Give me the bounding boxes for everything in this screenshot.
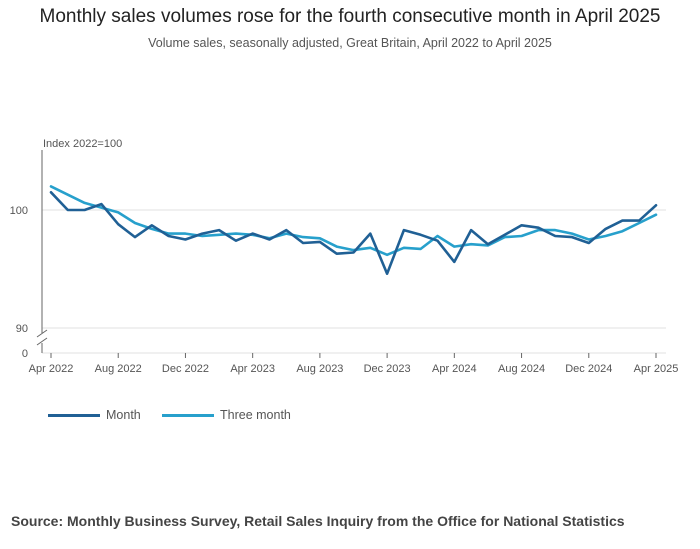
x-tick-label-2: Dec 2022	[162, 363, 209, 375]
series-line-month	[49, 191, 658, 276]
x-tick-label-4: Aug 2023	[296, 363, 343, 375]
chart-title: Monthly sales volumes rose for the fourt…	[39, 6, 661, 27]
series-layer	[49, 185, 658, 276]
chart-subtitle: Volume sales, seasonally adjusted, Great…	[148, 36, 552, 50]
x-tick-label-3: Apr 2023	[230, 363, 275, 375]
x-tick-label-6: Apr 2024	[432, 363, 477, 375]
y-tick-label-1: 90	[16, 323, 28, 335]
x-tick-label-9: Apr 2025	[634, 363, 679, 375]
source-note: Source: Monthly Business Survey, Retail …	[11, 513, 625, 529]
legend-swatch-month	[48, 413, 100, 417]
x-tick-label-5: Dec 2023	[364, 363, 411, 375]
legend-swatch-three-month	[162, 413, 214, 417]
legend-label-month: Month	[106, 408, 141, 422]
x-tick-label-1: Aug 2022	[95, 363, 142, 375]
x-tick-label-7: Aug 2024	[498, 363, 545, 375]
y-axis-title: Index 2022=100	[43, 138, 122, 150]
legend-item-month[interactable]: Month	[48, 408, 141, 422]
axis-break-mark-1	[36, 329, 48, 338]
axis-break-gap	[36, 334, 48, 342]
legend-item-three-month[interactable]: Three month	[162, 408, 291, 422]
x-tick-label-8: Dec 2024	[565, 363, 612, 375]
x-tick-label-0: Apr 2022	[29, 363, 74, 375]
y-tick-label-2: 0	[22, 348, 28, 360]
axis-break-mark-2	[36, 337, 48, 346]
series-line-three-month	[49, 185, 658, 257]
legend-label-three-month: Three month	[220, 408, 291, 422]
y-tick-label-0: 100	[10, 205, 28, 217]
grid-layer	[42, 209, 666, 354]
